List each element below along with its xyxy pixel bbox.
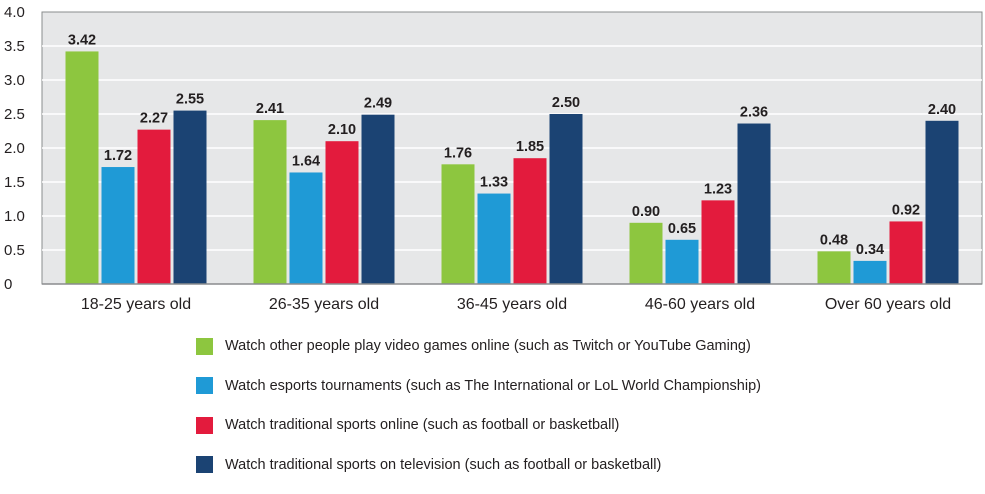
x-tick-label: 18-25 years old (81, 296, 191, 313)
legend-label: Watch esports tournaments (such as The I… (225, 377, 761, 394)
bar (701, 200, 735, 284)
bar (253, 120, 287, 285)
y-tick-label: 3.0 (4, 72, 25, 89)
data-label: 1.23 (704, 181, 732, 197)
bar (173, 110, 207, 284)
data-label: 3.42 (68, 32, 96, 48)
data-label: 0.65 (668, 221, 696, 237)
x-tick-label: 46-60 years old (645, 296, 755, 313)
y-tick-label: 2.0 (4, 140, 25, 157)
bar (477, 193, 511, 284)
legend-label: Watch traditional sports on television (… (225, 456, 662, 473)
data-label: 2.41 (256, 101, 284, 117)
bar (361, 114, 395, 285)
data-label: 2.50 (552, 95, 580, 111)
legend-label: Watch other people play video games onli… (225, 338, 751, 354)
legend-swatch-navy (196, 456, 213, 473)
x-tick-label: 36-45 years old (457, 296, 567, 313)
bar-chart: 3.42 1.72 2.27 2.55 2.41 1.64 2.10 2.49 1.76 1.33… (4, 4, 983, 313)
data-label: 2.10 (328, 122, 356, 138)
data-label: 1.76 (444, 145, 472, 161)
bar (889, 221, 923, 284)
data-label: 2.36 (740, 105, 768, 121)
data-label: 0.34 (856, 242, 884, 258)
data-labels: 3.42 1.72 2.27 2.55 2.41 1.64 2.10 2.49 1.76 1.33… (68, 32, 956, 257)
legend-swatch-blue (196, 377, 213, 394)
data-label: 0.90 (632, 204, 660, 220)
axes: 0 0.5 1.0 1.5 2.0 2.5 3.0 3.5 4.0 18-25 years old… (4, 4, 982, 313)
bar (441, 164, 475, 284)
bar (853, 260, 887, 284)
bar (137, 129, 171, 284)
bar (289, 172, 323, 284)
data-label: 1.85 (516, 139, 544, 155)
legend-label: Watch traditional sports online (such as… (225, 417, 620, 433)
legend-item-sports-online: Watch traditional sports online (such as… (196, 415, 896, 435)
legend-swatch-green (196, 337, 213, 355)
data-label: 2.55 (176, 92, 204, 108)
y-tick-label: 0.5 (4, 242, 25, 259)
bar (65, 51, 99, 284)
data-label: 1.72 (104, 148, 132, 164)
bar (925, 120, 959, 284)
data-label: 1.33 (480, 175, 508, 191)
bar (549, 114, 583, 284)
y-tick-label: 1.5 (4, 174, 25, 191)
data-label: 2.49 (364, 96, 392, 112)
bar (513, 158, 547, 284)
x-tick-label: Over 60 years old (825, 296, 951, 313)
bar (101, 167, 135, 284)
y-tick-label: 2.5 (4, 106, 25, 123)
bar (325, 141, 359, 284)
y-tick-label: 4.0 (4, 4, 25, 21)
y-tick-label: 1.0 (4, 208, 25, 225)
y-tick-label: 3.5 (4, 38, 25, 55)
bar (629, 222, 663, 284)
legend-item-watch-gameplay: Watch other people play video games onli… (196, 336, 896, 356)
bar (665, 239, 699, 284)
bar (737, 123, 771, 285)
data-label: 2.40 (928, 102, 956, 118)
legend-item-sports-tv: Watch traditional sports on television (… (196, 455, 896, 475)
legend: Watch other people play video games onli… (196, 336, 896, 494)
data-label: 2.27 (140, 111, 168, 127)
data-label: 1.64 (292, 153, 320, 169)
data-label: 0.48 (820, 232, 848, 248)
y-tick-label: 0 (4, 276, 12, 293)
legend-item-esports: Watch esports tournaments (such as The I… (196, 376, 896, 396)
x-tick-label: 26-35 years old (269, 296, 379, 313)
bar (817, 251, 851, 284)
bars (65, 51, 959, 285)
data-label: 0.92 (892, 202, 920, 218)
legend-swatch-red (196, 416, 213, 434)
